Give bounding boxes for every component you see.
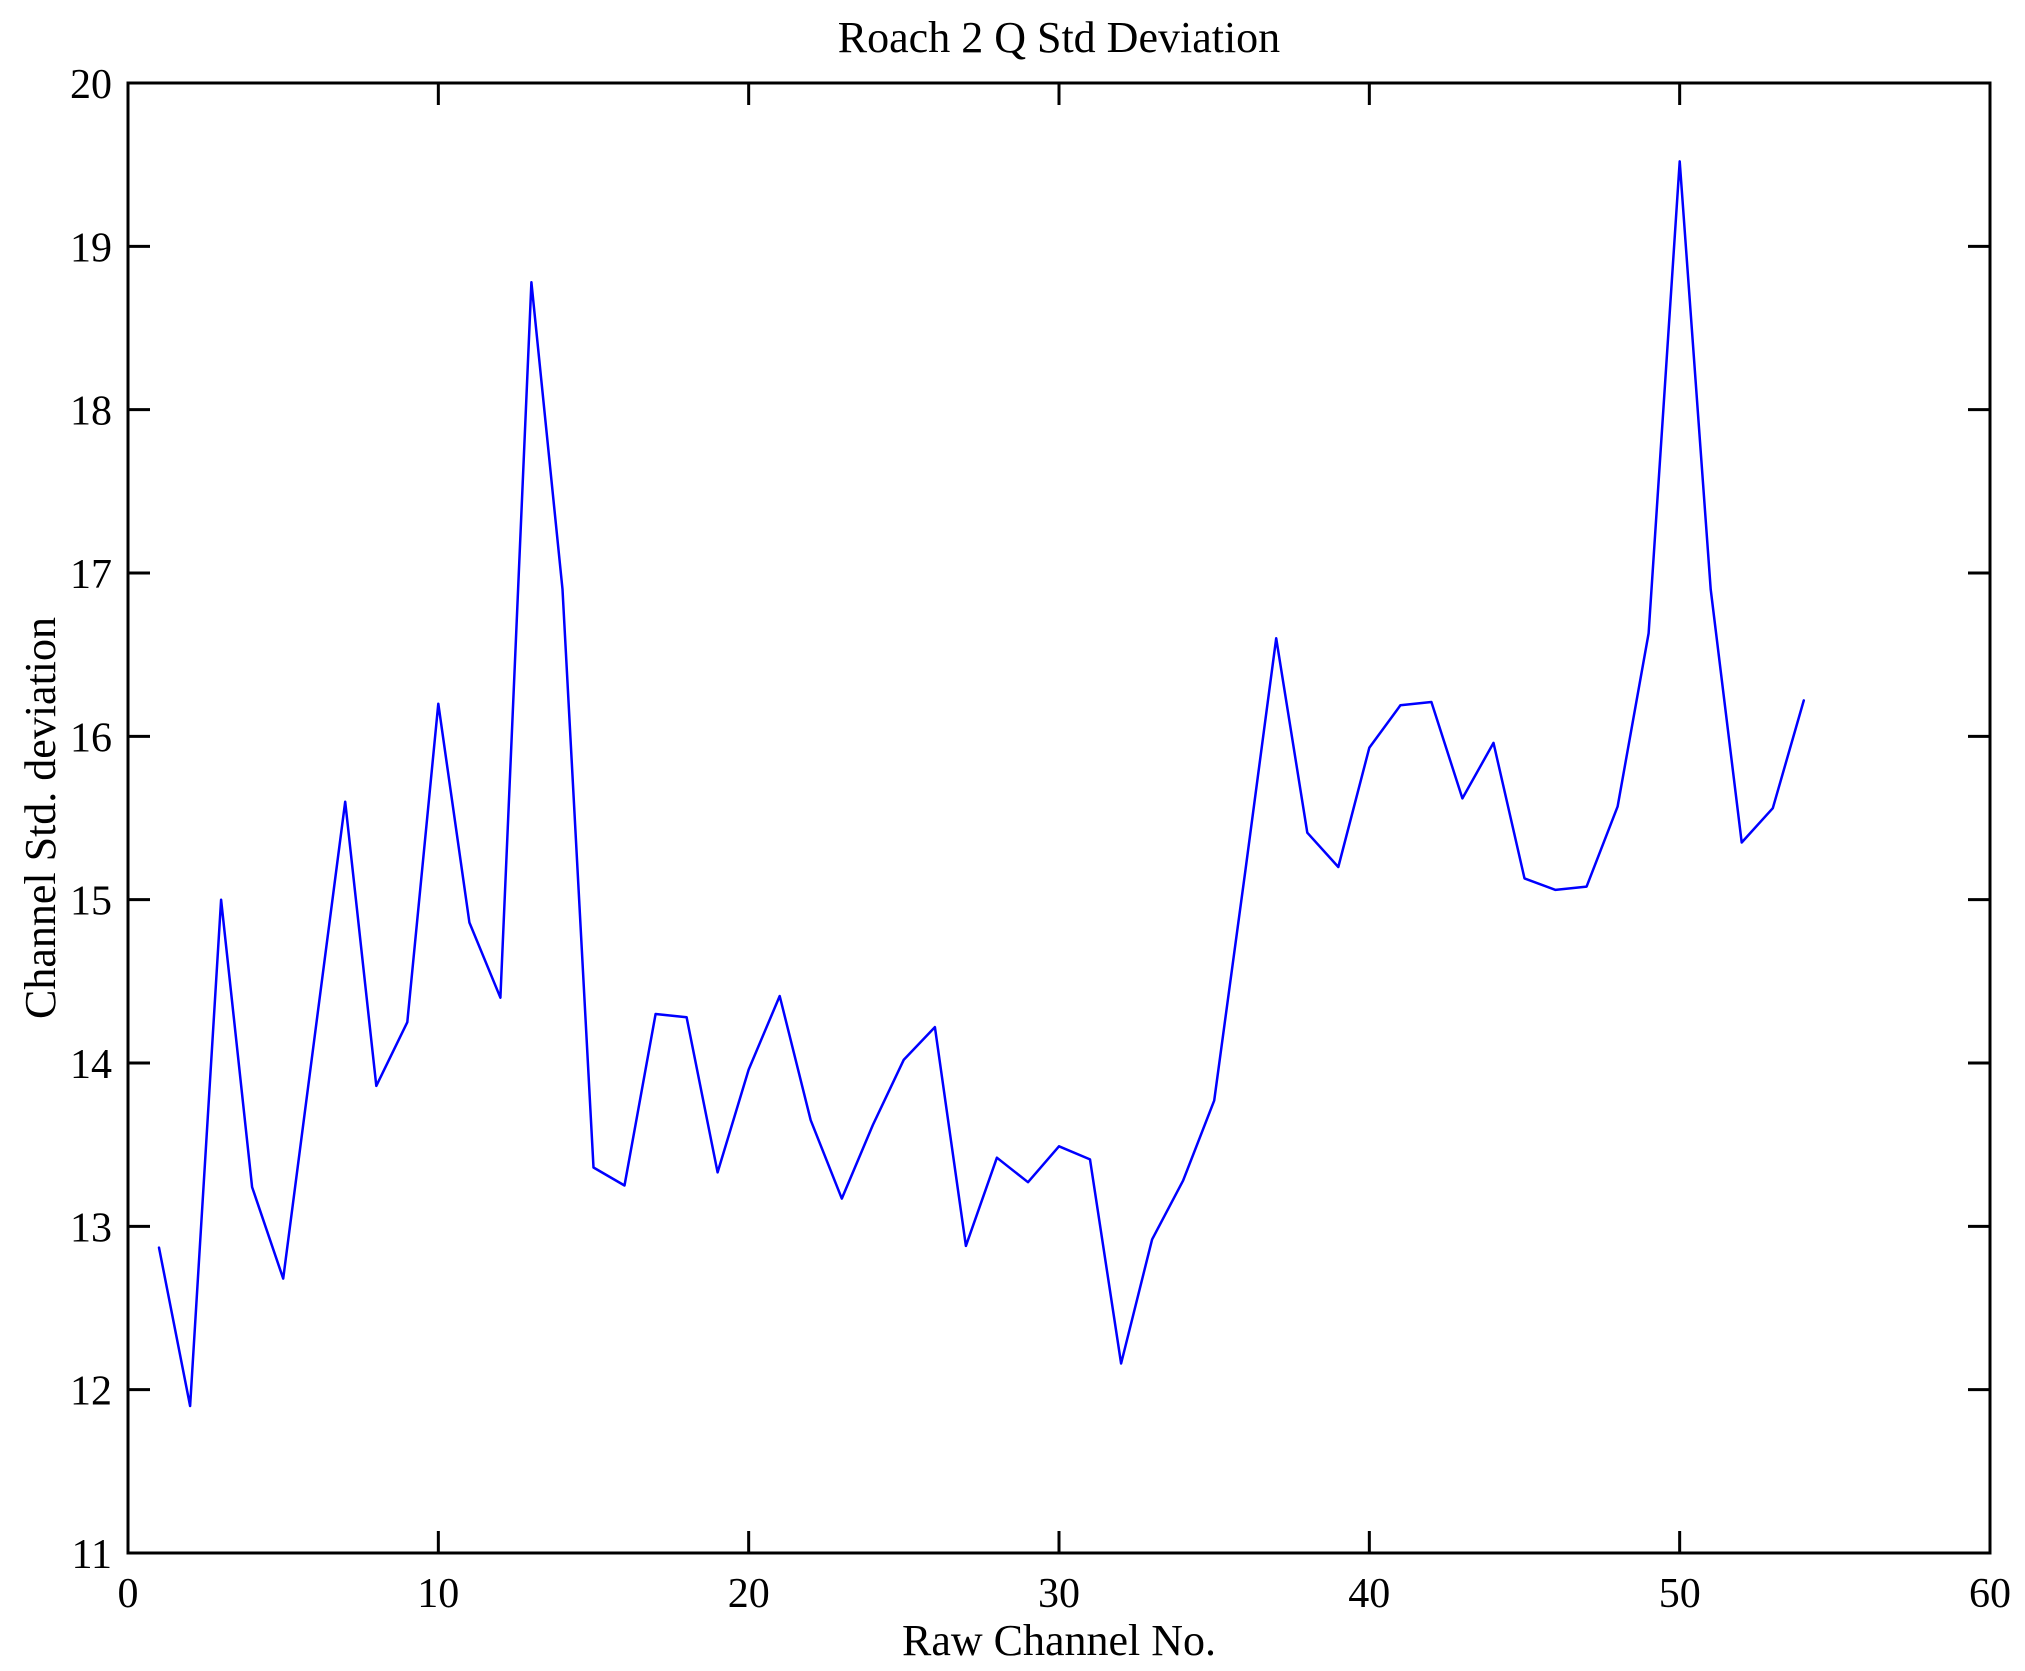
y-tick-label: 17 — [70, 552, 112, 598]
x-tick-label: 10 — [417, 1571, 459, 1617]
y-tick-label: 14 — [70, 1042, 112, 1088]
x-axis-label: Raw Channel No. — [902, 1616, 1216, 1665]
y-tick-label: 13 — [70, 1205, 112, 1251]
y-tick-label: 20 — [70, 62, 112, 108]
x-tick-labels: 0 10 20 30 40 50 60 — [118, 1571, 2012, 1617]
x-tick-label: 0 — [118, 1571, 139, 1617]
plot-border — [126, 81, 1992, 1555]
data-series-line — [157, 160, 1806, 1408]
chart-title: Roach 2 Q Std Deviation — [838, 13, 1280, 62]
x-tick-label: 50 — [1659, 1571, 1701, 1617]
y-axis-label: Channel Std. deviation — [16, 617, 65, 1019]
y-tick-labels: 11 12 13 14 15 16 17 18 19 20 — [70, 62, 112, 1578]
y-tick-label: 18 — [70, 389, 112, 435]
x-tick-label: 40 — [1348, 1571, 1390, 1617]
x-tick-label: 60 — [1969, 1571, 2011, 1617]
y-tick-label: 12 — [70, 1369, 112, 1415]
x-tick-label: 30 — [1038, 1571, 1080, 1617]
y-tick-label: 19 — [70, 225, 112, 271]
x-tick-label: 20 — [728, 1571, 770, 1617]
y-tick-label: 11 — [72, 1532, 112, 1578]
axis-ticks — [126, 81, 1992, 1555]
y-tick-label: 15 — [70, 879, 112, 925]
y-tick-label: 16 — [70, 715, 112, 761]
